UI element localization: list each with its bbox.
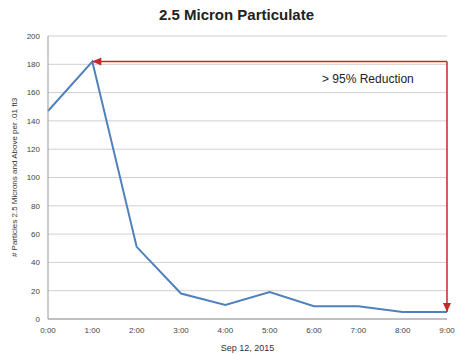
svg-text:Sep 12, 2015: Sep 12, 2015 — [221, 343, 275, 353]
svg-text:120: 120 — [27, 145, 41, 154]
svg-text:8:00: 8:00 — [395, 326, 411, 335]
html-text:> 95% Reduction: > 95% Reduction — [322, 72, 414, 86]
svg-text:# Particles 2.5 Microns and Ab: # Particles 2.5 Microns and Above per .0… — [10, 97, 19, 257]
svg-text:40: 40 — [31, 258, 40, 267]
svg-text:3:00: 3:00 — [173, 326, 189, 335]
html-text:2.5 Micron Particulate: 2.5 Micron Particulate — [159, 6, 314, 23]
svg-text:60: 60 — [31, 230, 40, 239]
svg-text:2:00: 2:00 — [129, 326, 145, 335]
svg-text:80: 80 — [31, 202, 40, 211]
svg-text:140: 140 — [27, 117, 41, 126]
svg-text:0:00: 0:00 — [40, 326, 56, 335]
svg-text:20: 20 — [31, 287, 40, 296]
svg-text:200: 200 — [27, 32, 41, 41]
svg-text:180: 180 — [27, 60, 41, 69]
svg-text:160: 160 — [27, 88, 41, 97]
svg-text:6:00: 6:00 — [306, 326, 322, 335]
svg-text:1:00: 1:00 — [85, 326, 101, 335]
svg-text:100: 100 — [27, 173, 41, 182]
svg-text:0: 0 — [36, 315, 41, 324]
svg-text:7:00: 7:00 — [351, 326, 367, 335]
svg-text:5:00: 5:00 — [262, 326, 278, 335]
svg-text:9:00: 9:00 — [439, 326, 455, 335]
svg-text:4:00: 4:00 — [218, 326, 234, 335]
